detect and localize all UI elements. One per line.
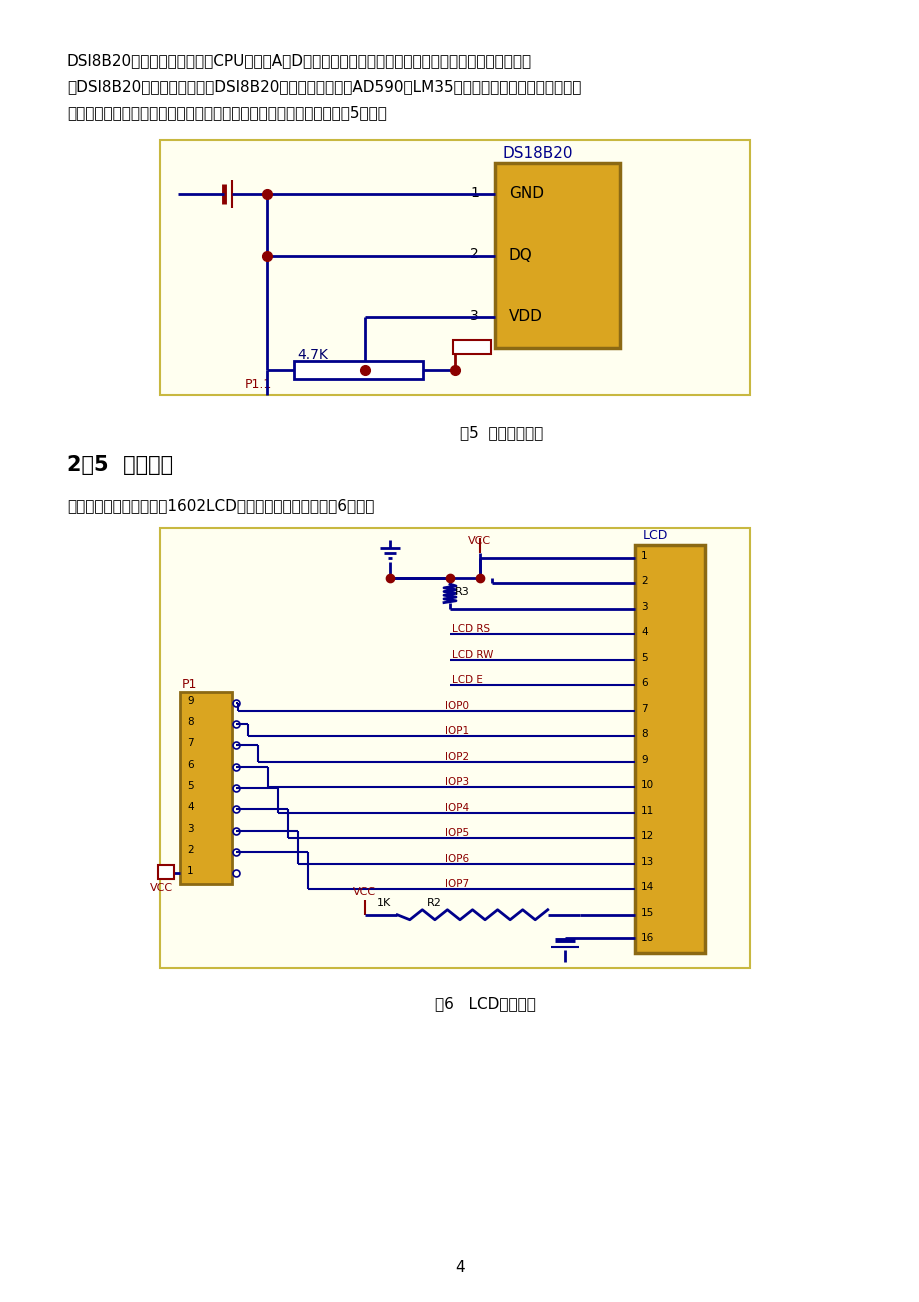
Text: VDD: VDD xyxy=(457,342,487,355)
Text: R3: R3 xyxy=(455,587,470,598)
Text: 8: 8 xyxy=(641,729,647,740)
Bar xyxy=(180,691,232,884)
Text: P1.1: P1.1 xyxy=(244,378,272,391)
Text: IOP3: IOP3 xyxy=(445,777,469,788)
Bar xyxy=(494,163,619,348)
Text: GND: GND xyxy=(508,186,543,201)
Text: VDD: VDD xyxy=(508,309,542,324)
Text: 3: 3 xyxy=(470,309,478,323)
Text: 3: 3 xyxy=(187,824,193,833)
Text: 2．5  显示电路: 2．5 显示电路 xyxy=(67,454,173,475)
Text: LCD RW: LCD RW xyxy=(451,650,493,660)
Text: 16: 16 xyxy=(641,934,653,943)
Text: 14: 14 xyxy=(641,883,653,892)
Text: 11: 11 xyxy=(641,806,653,816)
Text: IOP2: IOP2 xyxy=(445,751,469,762)
Bar xyxy=(160,529,749,967)
Text: 15: 15 xyxy=(641,907,653,918)
Text: DSl8B20的数据总线直接输入CPU，无需A／D转换，而且读写指令、温度转换指令都是通过数据总线传: DSl8B20的数据总线直接输入CPU，无需A／D转换，而且读写指令、温度转换指… xyxy=(67,53,531,68)
Text: 9: 9 xyxy=(187,695,193,706)
Text: 9: 9 xyxy=(641,755,647,764)
Text: 13: 13 xyxy=(641,857,653,867)
Text: VCC: VCC xyxy=(150,883,173,893)
Text: IOP0: IOP0 xyxy=(445,700,469,711)
Text: DQ: DQ xyxy=(508,247,532,263)
Text: 1K: 1K xyxy=(377,898,391,907)
Text: 图6   LCD显示电路: 图6 LCD显示电路 xyxy=(435,996,535,1010)
Text: P1: P1 xyxy=(182,678,198,691)
Text: 5: 5 xyxy=(187,781,193,792)
Text: 2: 2 xyxy=(470,247,478,262)
Text: 4: 4 xyxy=(641,628,647,637)
Text: 1: 1 xyxy=(470,186,479,199)
Text: 图5  温度检测电路: 图5 温度检测电路 xyxy=(460,424,542,440)
Text: IOP7: IOP7 xyxy=(445,879,469,889)
Text: 4.7K: 4.7K xyxy=(297,348,327,362)
Text: 7: 7 xyxy=(641,704,647,713)
Text: IOP4: IOP4 xyxy=(445,803,469,812)
Text: IOP6: IOP6 xyxy=(445,854,469,863)
Text: 10: 10 xyxy=(641,780,653,790)
Text: DS18B20: DS18B20 xyxy=(503,146,573,161)
Text: 测温范围和精度，温度测量精确、不受外界干扰等优点。硬件结构如图5所示。: 测温范围和精度，温度测量精确、不受外界干扰等优点。硬件结构如图5所示。 xyxy=(67,105,387,120)
Text: 6: 6 xyxy=(641,678,647,689)
Text: 5: 5 xyxy=(641,652,647,663)
Text: VCC: VCC xyxy=(353,887,376,897)
Text: LCD E: LCD E xyxy=(451,676,482,685)
Text: 4: 4 xyxy=(455,1260,464,1275)
Text: 2: 2 xyxy=(641,577,647,586)
Text: 8: 8 xyxy=(187,717,193,727)
Text: 4: 4 xyxy=(187,802,193,812)
Text: 3: 3 xyxy=(641,602,647,612)
Text: 1: 1 xyxy=(187,866,193,876)
Text: 7: 7 xyxy=(187,738,193,749)
Text: R2: R2 xyxy=(426,898,441,907)
Text: LCD: LCD xyxy=(642,529,667,542)
Text: LCD RS: LCD RS xyxy=(451,624,490,634)
Text: 入DSl8B20，无需外部电源。DSl8B20数字温度传感器与AD590、LM35等温度传感器相比，具有相当的: 入DSl8B20，无需外部电源。DSl8B20数字温度传感器与AD590、LM3… xyxy=(67,79,581,94)
Text: IOP1: IOP1 xyxy=(445,727,469,736)
Bar xyxy=(158,866,174,879)
Text: 6: 6 xyxy=(187,759,193,769)
Bar xyxy=(160,141,749,395)
Text: VCC: VCC xyxy=(468,536,491,546)
Bar xyxy=(634,546,704,953)
Text: 2: 2 xyxy=(187,845,193,855)
Text: 1: 1 xyxy=(641,551,647,561)
Text: IOP5: IOP5 xyxy=(445,828,469,838)
Text: 本系统中的显示部分采用1602LCD液晶显示。具体接口如图6所示。: 本系统中的显示部分采用1602LCD液晶显示。具体接口如图6所示。 xyxy=(67,497,374,513)
Bar xyxy=(294,361,422,379)
Bar xyxy=(452,340,491,354)
Text: 12: 12 xyxy=(641,831,653,841)
